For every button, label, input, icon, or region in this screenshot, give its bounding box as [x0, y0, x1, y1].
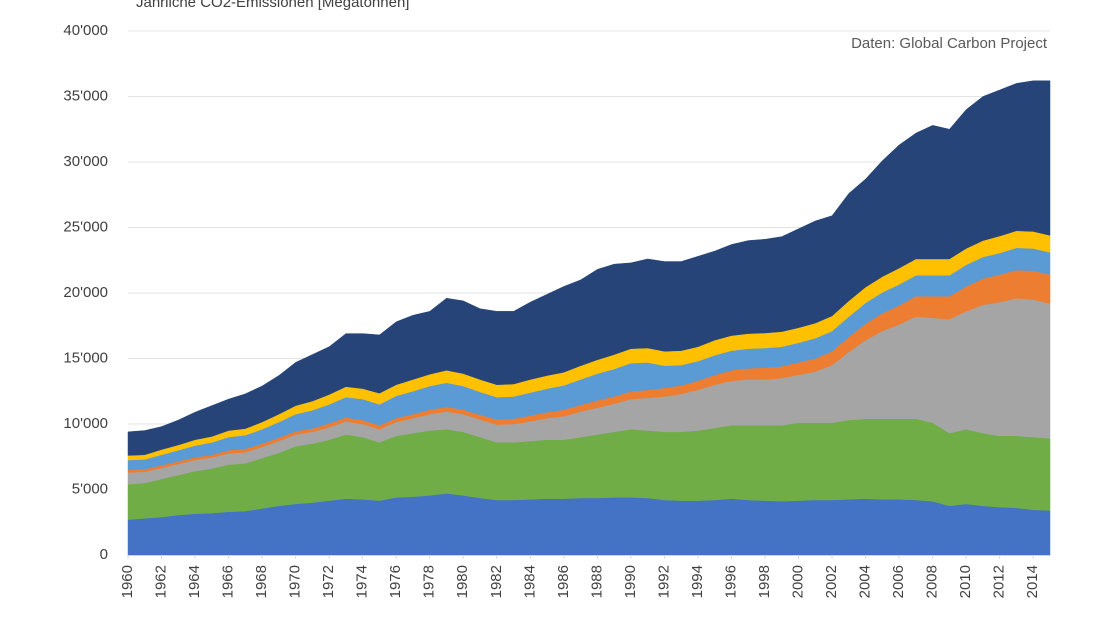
y-tick-label: 15'000: [63, 349, 108, 366]
y-tick-label: 25'000: [63, 218, 108, 235]
y-tick-label: 40'000: [63, 22, 108, 39]
x-tick-label: 1992: [655, 565, 672, 598]
source-annotation: Daten: Global Carbon Project: [851, 35, 1048, 52]
x-tick-label: 1986: [555, 565, 572, 598]
x-tick-label: 2004: [857, 565, 874, 598]
areas: [127, 80, 1051, 556]
x-tick-label: 1974: [354, 565, 371, 598]
x-tick-label: 1982: [488, 565, 505, 598]
x-tick-label: 1972: [320, 565, 337, 598]
x-tick-label: 1978: [421, 565, 438, 598]
x-tick-label: 1988: [588, 565, 605, 598]
x-tick-label: 2008: [924, 565, 941, 598]
x-tick-label: 2014: [1024, 565, 1041, 598]
x-tick-label: 1994: [689, 565, 706, 598]
x-tick-label: 2006: [890, 565, 907, 598]
labels: 0 5'000 10'000 15'000 20'000 25'000 30'000 35'0…: [63, 22, 1041, 598]
y-tick-label: 35'000: [63, 87, 108, 104]
x-tick-label: 1964: [186, 565, 203, 598]
x-tick-label: 1990: [622, 565, 639, 598]
x-tick-label: 1976: [387, 565, 404, 598]
y-tick-label: 10'000: [63, 415, 108, 432]
y-tick-label: 0: [100, 546, 108, 563]
x-tick-label: 2000: [790, 565, 807, 598]
x-tick-label: 1996: [722, 565, 739, 598]
chart-title: Jährliche CO2-Emissionen [Megatonnen]: [136, 0, 409, 11]
x-tick-label: 1980: [454, 565, 471, 598]
x-tick-label: 1960: [119, 565, 136, 598]
x-tick-label: 1998: [756, 565, 773, 598]
x-tick-label: 2002: [823, 565, 840, 598]
y-tick-label: 30'000: [63, 153, 108, 170]
x-tick-label: 1968: [253, 565, 270, 598]
y-tick-label: 5'000: [72, 480, 108, 497]
x-tick-label: 1966: [220, 565, 237, 598]
area-series: [127, 80, 1051, 456]
x-tick-label: 1962: [152, 565, 169, 598]
x-tick-label: 1984: [521, 565, 538, 598]
y-tick-label: 20'000: [63, 284, 108, 301]
x-tick-label: 2012: [991, 565, 1008, 598]
x-tick-label: 2010: [957, 565, 974, 598]
x-tick-label: 1970: [287, 565, 304, 598]
